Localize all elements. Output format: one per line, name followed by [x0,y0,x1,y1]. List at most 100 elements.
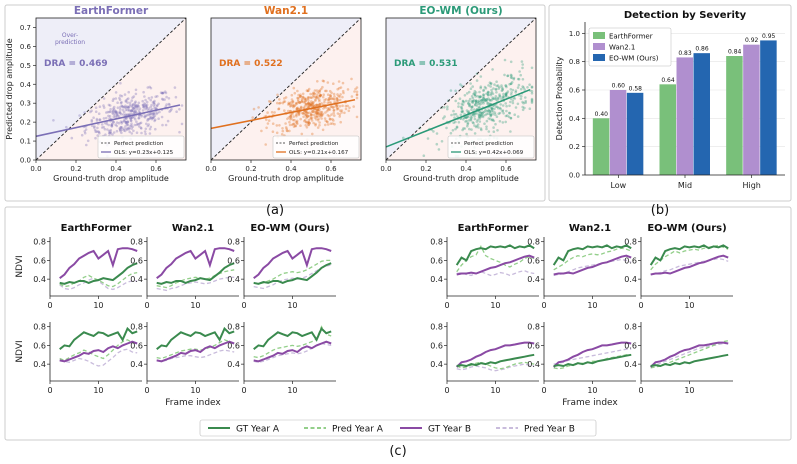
scatter-point [473,93,477,97]
bar [743,44,760,175]
scatter-point [489,93,493,97]
x-tick-label: 10 [190,386,200,395]
scatter-point [506,74,510,77]
scatter-point [315,112,318,115]
scatter-point [509,82,513,86]
scatter-point [321,79,325,83]
scatter-point [328,101,331,104]
scatter-point [131,103,135,107]
scatter-point [492,87,495,90]
scatter-point [130,110,133,113]
scatter-point [471,99,475,103]
scatter-point [519,97,523,101]
bar [760,40,777,175]
scatter-point [109,110,112,113]
scatter-point [283,109,286,112]
scatter-point [300,132,304,136]
scatter-point [475,124,479,128]
scatter-point [500,97,503,100]
scatter-point [104,133,107,136]
scatter-point [283,97,286,100]
scatter-point [478,110,481,113]
scatter-point [266,122,270,125]
scatter-point [339,109,342,112]
scatter-point [496,84,500,87]
scatter-point [340,109,344,112]
scatter-point [498,95,502,98]
scatter-point [121,105,124,108]
scatter-point [119,120,123,123]
scatter-point [504,84,508,87]
scatter-point [509,82,513,85]
scatter-point [129,119,133,122]
scatter-point [488,109,492,113]
scatter-point [462,118,465,121]
scatter-point [470,95,474,98]
scatter-point [92,126,96,129]
scatter-point [291,118,295,122]
scatter-point [465,116,468,120]
scatter-point [133,107,136,111]
scatter-point [503,58,507,62]
scatter-point [128,126,131,130]
scatter-point [286,129,289,133]
scatter-point [318,124,321,127]
scatter-point [493,83,496,86]
scatter-point [470,114,474,117]
scatter-point [521,108,525,112]
scatter-point [155,112,158,116]
ndvi-subplot: 0.4 0.6 0.8 0 10 NDVI [15,322,142,395]
column-title: EarthFormer [458,223,529,234]
scatter-point [331,122,334,125]
scatter-point [310,116,313,119]
dra-value: DRA = 0.522 [219,59,283,69]
scatter-point [328,114,331,118]
scatter-point [306,114,309,117]
scatter-point [471,100,475,103]
scatter-point [488,110,492,113]
scatter-point [293,91,297,95]
y-tick-label: 0.2 [20,119,31,127]
scatter-point [467,119,471,122]
scatter-point [511,99,515,102]
scatter-point [498,94,501,98]
panel-a-scatter-plots: EarthFormer DRA = 0.469 Over-prediction 0.0… [4,4,546,202]
scatter-point [117,121,121,125]
scatter-point [296,96,299,100]
scatter-point [310,119,314,122]
scatter-point [314,123,317,127]
scatter-point [130,122,133,125]
scatter-point [305,89,309,92]
scatter-point [504,102,508,105]
scatter-point [462,127,465,130]
x-tick-label: 0.6 [150,165,162,173]
legend-swatch [593,32,605,39]
scatter-point [350,95,354,98]
scatter-point [464,116,467,119]
scatter-point [122,129,126,132]
scatter-point [134,88,138,92]
x-tick-label: 10 [587,301,597,310]
scatter-plot-1: EarthFormer DRA = 0.469 Over-prediction 0.0… [5,5,187,183]
scatter-point [174,95,178,99]
axes-frame [210,17,362,161]
y-tick-label: 0.6 [33,256,46,265]
scatter-point [154,106,158,110]
scatter-point [337,80,341,83]
scatter-point [504,114,508,118]
scatter-point [324,98,328,101]
scatter-point [118,110,122,114]
scatter-point [125,122,128,125]
scatter-point [328,94,332,97]
scatter-point [173,86,177,89]
scatter-point [114,97,118,100]
scatter-point [470,128,473,131]
scatter-point [163,98,166,101]
ndvi-subplot: 0.4 0.6 0.8 0 10 Frame index [527,322,636,408]
scatter-point [332,109,336,112]
scatter-point [332,108,336,112]
scatter-point [318,95,322,98]
scatter-point [300,100,303,103]
gt-year-a-line [456,353,535,368]
scatter-point [312,113,316,117]
